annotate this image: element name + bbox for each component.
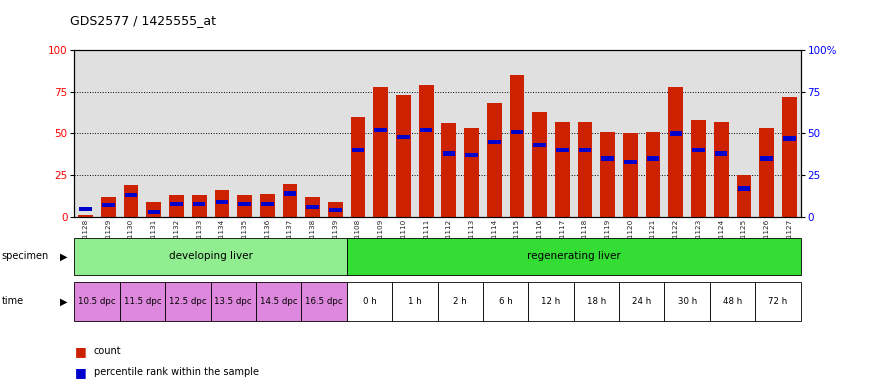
Text: 72 h: 72 h <box>768 297 788 306</box>
Text: ▶: ▶ <box>60 251 67 262</box>
Bar <box>782 97 796 217</box>
Bar <box>600 132 615 217</box>
Bar <box>237 195 252 217</box>
Text: percentile rank within the sample: percentile rank within the sample <box>94 367 259 377</box>
Bar <box>466 153 478 157</box>
Bar <box>692 148 704 152</box>
Bar <box>374 128 387 132</box>
Bar <box>556 148 569 152</box>
Text: 12.5 dpc: 12.5 dpc <box>169 297 206 306</box>
Bar <box>101 197 116 217</box>
Bar <box>511 130 523 134</box>
Bar <box>668 87 683 217</box>
Text: 10.5 dpc: 10.5 dpc <box>78 297 116 306</box>
Text: 30 h: 30 h <box>677 297 696 306</box>
Bar <box>737 175 752 217</box>
Bar <box>532 112 547 217</box>
Text: 2 h: 2 h <box>453 297 467 306</box>
Bar <box>487 103 501 217</box>
Text: 24 h: 24 h <box>632 297 651 306</box>
Bar <box>714 122 729 217</box>
Bar <box>102 203 115 207</box>
Text: ▶: ▶ <box>60 296 67 306</box>
Bar <box>306 205 319 209</box>
Bar <box>534 143 546 147</box>
Text: developing liver: developing liver <box>169 251 253 262</box>
Text: count: count <box>94 346 122 356</box>
Bar <box>509 75 524 217</box>
Bar <box>738 187 750 190</box>
Text: time: time <box>2 296 24 306</box>
Bar <box>352 148 364 152</box>
Bar <box>171 202 183 206</box>
Bar <box>261 202 274 206</box>
Bar <box>283 184 298 217</box>
Bar <box>79 215 93 217</box>
Text: 6 h: 6 h <box>499 297 513 306</box>
Text: 16.5 dpc: 16.5 dpc <box>305 297 343 306</box>
Bar <box>192 195 206 217</box>
Bar <box>578 122 592 217</box>
Text: regenerating liver: regenerating liver <box>527 251 620 262</box>
Bar <box>328 202 343 217</box>
Bar <box>760 128 774 217</box>
Bar <box>443 151 455 156</box>
Bar <box>329 208 341 212</box>
Bar <box>397 135 410 139</box>
Text: GDS2577 / 1425555_at: GDS2577 / 1425555_at <box>70 14 216 27</box>
Bar <box>669 131 682 136</box>
Bar <box>783 136 795 141</box>
Bar <box>305 197 320 217</box>
Bar <box>419 85 433 217</box>
Text: ■: ■ <box>74 366 86 379</box>
Bar <box>148 210 160 214</box>
Bar <box>123 185 138 217</box>
Text: 1 h: 1 h <box>408 297 422 306</box>
Bar <box>601 156 614 161</box>
Bar <box>125 193 137 197</box>
Bar <box>624 160 637 164</box>
Bar <box>464 128 479 217</box>
Bar <box>623 134 638 217</box>
Bar <box>691 120 706 217</box>
Bar <box>146 202 161 217</box>
Bar <box>555 122 570 217</box>
Bar <box>238 202 251 206</box>
Bar <box>647 156 660 161</box>
Text: 0 h: 0 h <box>362 297 376 306</box>
Bar <box>396 95 411 217</box>
Bar <box>488 140 500 144</box>
Text: specimen: specimen <box>2 251 49 262</box>
Bar <box>646 132 661 217</box>
Bar <box>420 128 432 132</box>
Text: 48 h: 48 h <box>723 297 742 306</box>
Bar <box>80 207 92 211</box>
Text: 14.5 dpc: 14.5 dpc <box>260 297 298 306</box>
Text: 12 h: 12 h <box>542 297 561 306</box>
Bar <box>260 194 275 217</box>
Bar <box>760 156 773 161</box>
Bar <box>351 117 366 217</box>
Bar <box>578 148 592 152</box>
Bar <box>374 87 388 217</box>
Text: 13.5 dpc: 13.5 dpc <box>214 297 252 306</box>
Bar <box>215 200 228 204</box>
Text: ■: ■ <box>74 345 86 358</box>
Bar <box>192 202 206 206</box>
Bar <box>442 123 456 217</box>
Text: 18 h: 18 h <box>587 297 606 306</box>
Bar <box>284 192 297 196</box>
Bar <box>169 195 184 217</box>
Bar <box>715 151 727 156</box>
Bar <box>214 190 229 217</box>
Text: 11.5 dpc: 11.5 dpc <box>123 297 161 306</box>
